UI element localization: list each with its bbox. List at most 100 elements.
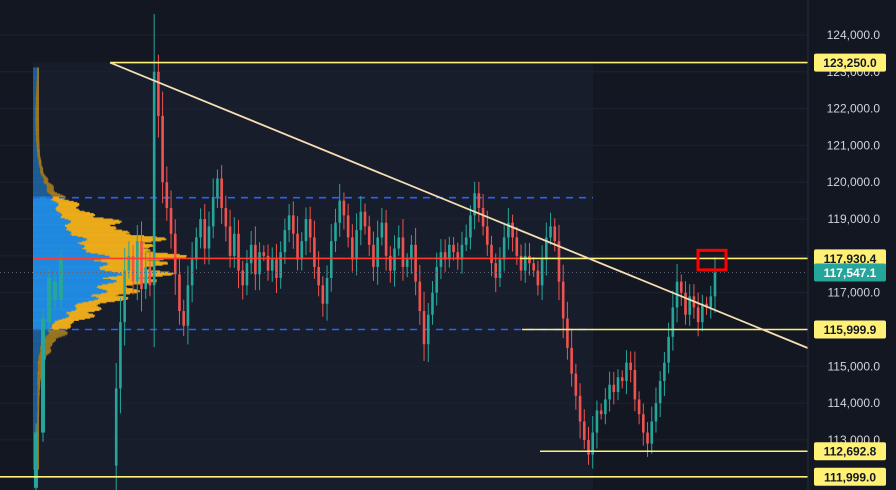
candle-body — [329, 241, 333, 278]
profile-bar-down — [77, 302, 100, 305]
profile-bar-down — [41, 174, 45, 177]
profile-bar-down — [84, 248, 149, 251]
profile-bar-down — [58, 318, 79, 321]
candle-body — [507, 222, 510, 238]
profile-bar-up — [33, 77, 37, 80]
candle-body — [545, 237, 548, 260]
profile-bar-down — [35, 127, 40, 130]
profile-bar-down — [37, 156, 41, 159]
candle-body — [633, 369, 637, 400]
profile-bar-up — [33, 252, 98, 255]
profile-bar-down — [36, 90, 40, 93]
profile-bar-down — [106, 263, 163, 266]
profile-bar-down — [65, 228, 115, 231]
profile-bar-up — [33, 144, 37, 147]
profile-bar-up — [33, 73, 37, 76]
profile-bar-up — [33, 422, 37, 425]
candle-body — [195, 237, 198, 260]
profile-bar-down — [37, 417, 40, 420]
profile-bar-down — [37, 69, 40, 72]
profile-bar-up — [33, 219, 71, 222]
candle-body — [540, 259, 544, 286]
profile-bar-up — [33, 349, 41, 352]
profile-bar-up — [33, 259, 94, 262]
candle-body — [557, 241, 561, 282]
level-price-label — [814, 249, 886, 268]
profile-bar-up — [33, 229, 69, 232]
candle-body — [620, 377, 624, 382]
profile-bar-up — [33, 375, 38, 378]
profile-bar-down — [42, 175, 47, 178]
profile-bar-down — [111, 278, 151, 281]
candle-body — [536, 270, 540, 286]
profile-bar-down — [66, 227, 117, 230]
profile-bar-up — [33, 248, 85, 251]
profile-bar-down — [48, 191, 58, 194]
profile-bar-up — [33, 95, 36, 98]
profile-bar-up — [33, 197, 53, 200]
candle-body — [135, 241, 139, 282]
profile-bar-up — [33, 233, 73, 236]
profile-bar-down — [36, 88, 40, 91]
candle-body — [275, 259, 278, 278]
profile-bar-up — [33, 140, 37, 143]
profile-bar-up — [33, 178, 44, 181]
profile-bar-up — [33, 216, 61, 219]
profile-bar-up — [33, 112, 36, 115]
profile-bar-up — [33, 244, 86, 247]
profile-bar-down — [60, 216, 94, 219]
profile-bar-up — [33, 304, 75, 307]
candle-body — [199, 219, 202, 238]
profile-bar-down — [36, 78, 40, 81]
profile-bar-up — [33, 274, 118, 277]
candle-body — [616, 377, 620, 393]
profile-bar-up — [33, 135, 36, 138]
profile-bar-down — [36, 92, 40, 95]
candle-body — [123, 270, 126, 323]
profile-bar-down — [52, 197, 65, 200]
profile-bar-up — [33, 390, 38, 393]
profile-bar-up — [33, 338, 43, 341]
profile-bar-up — [33, 79, 37, 82]
profile-bar-up — [33, 227, 67, 230]
price-axis-background — [808, 0, 896, 490]
candle-body — [321, 285, 325, 304]
candle-body — [532, 263, 535, 271]
profile-bar-up — [33, 264, 103, 267]
profile-bar-down — [70, 232, 127, 235]
profile-bar-down — [36, 141, 40, 144]
profile-bar-up — [33, 230, 71, 233]
last-price-label-text: 117,547.1 — [824, 266, 877, 280]
profile-bar-down — [40, 344, 53, 347]
profile-bar-up — [33, 389, 38, 392]
profile-bar-up — [33, 148, 37, 151]
profile-bar-up — [33, 83, 37, 86]
profile-bar-up — [33, 360, 38, 363]
candle-body — [701, 303, 704, 323]
profile-bar-down — [64, 225, 111, 228]
profile-bar-up — [33, 126, 36, 129]
profile-bar-up — [33, 240, 82, 243]
level-price-label-text: 123,250.0 — [823, 56, 877, 70]
candle-body — [182, 311, 185, 326]
profile-bar-up — [33, 232, 71, 235]
profile-bar-down — [37, 155, 41, 158]
profile-bar-up — [33, 275, 109, 278]
profile-bar-up — [33, 101, 36, 104]
candle-body — [47, 277, 51, 323]
profile-bar-down — [37, 362, 44, 365]
profile-bar-up — [33, 282, 108, 285]
profile-bar-up — [33, 367, 38, 370]
profile-bar-down — [36, 93, 40, 96]
profile-bar-down — [37, 406, 40, 409]
profile-bar-down — [109, 254, 187, 257]
candle-body — [262, 252, 266, 256]
candle-body — [296, 233, 299, 260]
profile-bar-up — [33, 164, 39, 167]
candle-body — [144, 266, 148, 289]
price-axis[interactable]: 112,000.0113,000.0114,000.0115,000.0116,… — [807, 0, 896, 490]
candle-body — [439, 252, 443, 267]
profile-bar-down — [37, 371, 42, 374]
profile-bar-down — [42, 339, 56, 342]
profile-bar-down — [58, 204, 80, 207]
